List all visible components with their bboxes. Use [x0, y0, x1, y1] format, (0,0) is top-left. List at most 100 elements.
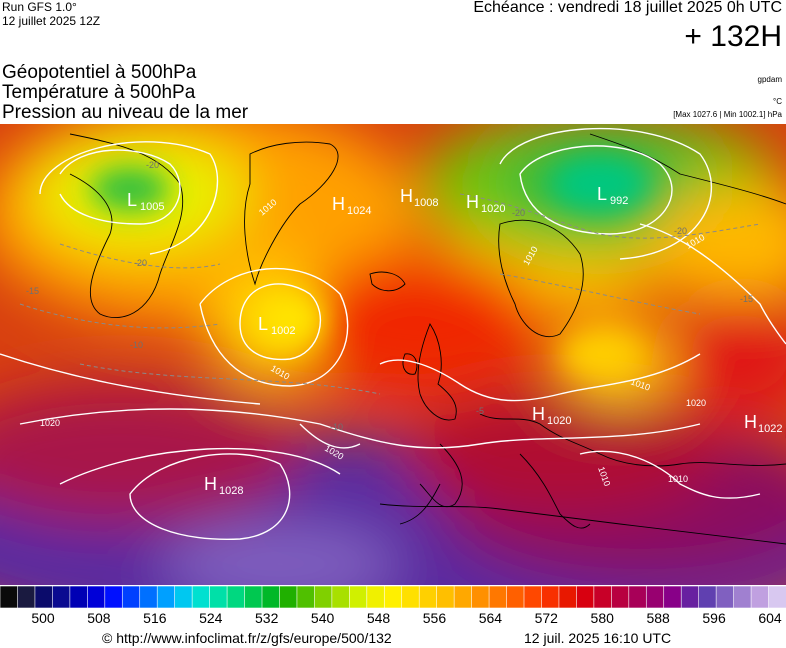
isotherm-label: -10 [130, 340, 143, 350]
color-scale-swatch [174, 586, 193, 608]
color-scale-swatch [733, 586, 752, 608]
pressure-center: L 1005 [127, 190, 164, 213]
pressure-center-type: H [332, 194, 345, 214]
isobars [0, 127, 786, 541]
isotherm-label: -20 [674, 226, 687, 236]
scale-tick-label: 548 [366, 610, 391, 626]
pressure-center-type: L [127, 190, 137, 210]
isotherm-label: -5 [476, 406, 484, 416]
pressure-center-type: L [597, 184, 607, 204]
isotherms [19, 193, 761, 395]
color-scale-swatch [226, 586, 246, 608]
isotherm-label: -10 [330, 422, 343, 432]
color-scale-swatch [506, 586, 525, 608]
color-scale-swatch [418, 586, 438, 608]
isotherm-label: -20 [134, 258, 147, 268]
color-scale-swatch [156, 586, 176, 608]
scale-tick-label: 524 [199, 610, 223, 626]
scale-tick-label: 564 [478, 610, 503, 626]
pressure-center-value: 1024 [347, 205, 371, 217]
color-scale-swatch [69, 586, 89, 608]
color-scale-swatch [296, 586, 316, 608]
color-scale-swatch [488, 586, 508, 608]
color-scale-swatch [541, 586, 560, 608]
pressure-centers: L 1005 H 1024 H 1008 H 1020 L 992 L 1002… [127, 184, 782, 497]
color-scale-swatch [698, 586, 717, 608]
scale-tick-label: 580 [590, 610, 614, 626]
pressure-range: [Max 1027.6 | Min 1002.1] hPa [673, 110, 782, 119]
source-url[interactable]: © http://www.infoclimat.fr/z/gfs/europe/… [102, 630, 392, 646]
coastlines [69, 133, 786, 545]
pressure-center-type: H [400, 186, 413, 206]
color-scale-swatch [628, 586, 648, 608]
color-scale-swatch [401, 586, 421, 608]
color-scale-swatch [558, 586, 578, 608]
color-scale-swatch [768, 586, 786, 608]
forecast-valid-time: Echéance : vendredi 18 juillet 2025 0h U… [473, 0, 782, 16]
isotherm-label: -15 [26, 286, 39, 296]
pressure-center: H 1022 [744, 412, 782, 435]
color-scale-swatch [383, 586, 403, 608]
scale-tick-label: 588 [646, 610, 670, 626]
pressure-center: L 1002 [258, 314, 295, 337]
pressure-center-type: L [258, 314, 268, 334]
color-scale-swatch [453, 586, 473, 608]
pressure-center-type: H [204, 474, 217, 494]
run-label: Run GFS 1.0° [2, 0, 77, 14]
isobar-label: 1020 [40, 418, 60, 428]
pressure-center: L 992 [597, 184, 628, 207]
scale-tick-label: 508 [87, 610, 111, 626]
unit-temperature: °C [773, 97, 782, 106]
color-scale-swatch [436, 586, 455, 608]
color-scale-swatch [17, 586, 36, 608]
scale-tick-label: 596 [702, 610, 726, 626]
color-scale-swatch [34, 586, 54, 608]
forecast-horizon: + 132H [684, 20, 782, 53]
isobar-label: 1020 [686, 398, 706, 408]
color-scale-swatch [663, 586, 682, 608]
scale-tick-label: 604 [758, 610, 782, 626]
scale-tick-label: 540 [310, 610, 335, 626]
pressure-center: H 1020 [466, 192, 505, 215]
isotherm-label: -20 [146, 160, 159, 170]
color-scale-swatch [523, 586, 543, 608]
parameter-temperature: Température à 500hPa [2, 82, 196, 103]
pressure-center-value: 1022 [758, 423, 782, 435]
isobar-label: 1010 [668, 474, 688, 484]
pressure-center-value: 1020 [481, 203, 505, 215]
generation-time: 12 juil. 2025 16:10 UTC [524, 630, 672, 646]
pressure-center-value: 1002 [271, 325, 295, 337]
pressure-center-value: 1005 [140, 201, 164, 213]
color-scale-swatch [750, 586, 770, 608]
color-scale-swatch [349, 586, 368, 608]
pressure-center: H 1008 [400, 186, 438, 209]
pressure-center-type: H [744, 412, 757, 432]
color-scale-swatch [191, 586, 211, 608]
color-scale-swatch [471, 586, 490, 608]
pressure-center-value: 1028 [219, 485, 243, 497]
color-scale-swatch [121, 586, 141, 608]
color-scale-swatch [104, 586, 124, 608]
color-scale-swatch [244, 586, 263, 608]
color-scale-swatch [576, 586, 595, 608]
color-scale-swatch [715, 586, 735, 608]
color-scale-swatch [209, 586, 228, 608]
isotherm-label: -15 [740, 294, 753, 304]
color-scale-swatch [611, 586, 630, 608]
pressure-center-type: H [532, 404, 545, 424]
color-scale-swatch [593, 586, 613, 608]
pressure-center: H 1028 [204, 474, 243, 497]
geopotential-field [0, 124, 786, 585]
color-scale-swatch [52, 586, 71, 608]
run-date: 12 juillet 2025 12Z [2, 14, 101, 28]
scale-tick-label: 500 [31, 610, 55, 626]
color-scale-swatch [645, 586, 665, 608]
pressure-center-value: 1020 [547, 415, 571, 427]
color-scale-swatch [680, 586, 700, 608]
pressure-center-value: 992 [610, 195, 628, 207]
unit-geopotential: gpdam [757, 75, 782, 84]
color-scale-swatch [366, 586, 386, 608]
weather-map: L 1005 H 1024 H 1008 H 1020 L 992 L 1002… [0, 124, 786, 585]
color-scale-swatch [87, 586, 106, 608]
color-scale-swatch [261, 586, 281, 608]
